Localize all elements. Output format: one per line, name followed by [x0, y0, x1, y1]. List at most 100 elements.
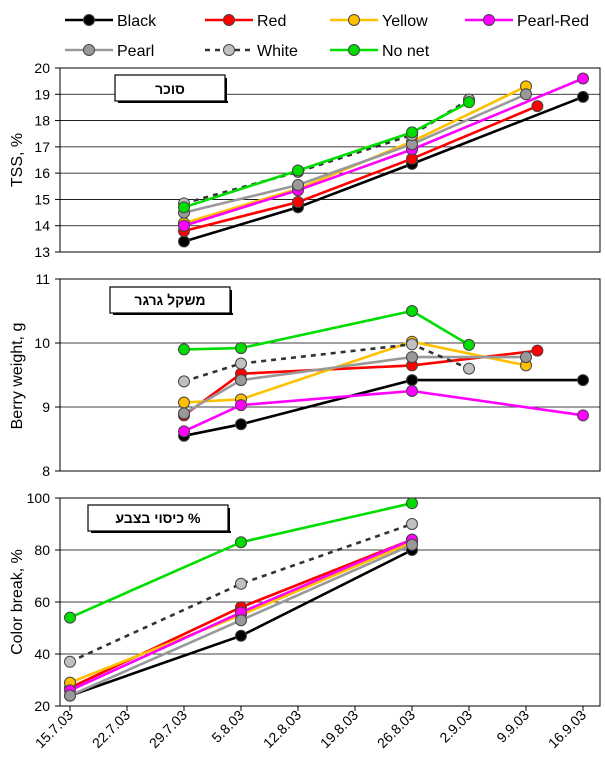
y-ticks-color-break: 20 40 60 80 100 [27, 490, 60, 714]
legend-marker [223, 14, 235, 26]
series-line [183, 101, 470, 209]
data-point [463, 338, 475, 351]
data-point [292, 164, 304, 177]
legend-label: White [257, 43, 298, 60]
data-point [64, 689, 76, 702]
x-tick-label: 19.8.03 [317, 707, 361, 751]
legend-label: No net [382, 43, 430, 60]
x-tick-label: 16.9.03 [545, 707, 589, 751]
data-point [235, 374, 247, 387]
x-tick-label: 29.7.03 [146, 707, 190, 751]
data-point [235, 629, 247, 642]
data-point [520, 88, 532, 101]
data-point [292, 196, 304, 209]
series-no-net [64, 497, 418, 624]
data-point [577, 409, 589, 422]
y-tick-label: 40 [34, 646, 50, 662]
legend-item-black: Black [65, 13, 157, 30]
data-point [463, 96, 475, 109]
y-tick-label: 9 [42, 399, 50, 415]
y-tick-label: 60 [34, 594, 50, 610]
data-point [406, 374, 418, 387]
series-line [183, 342, 470, 383]
data-point [178, 235, 190, 248]
series-line [183, 340, 527, 404]
panel-berry-weight: 8 9 10 11 Berry weight, g משקל גרגר [9, 271, 601, 479]
panel-color-break: 20 40 60 80 100 Color break, % % כיסוי בצבע [9, 490, 601, 714]
legend-item-white: White [205, 43, 298, 60]
series-group-color-break [64, 497, 418, 702]
x-tick-label: 2.9.03 [436, 707, 475, 746]
series-white [178, 338, 475, 388]
legend-item-no-net: No net [330, 43, 430, 60]
series-group-tss [178, 72, 589, 248]
y-tick-label: 17 [34, 139, 50, 155]
series-group-berry-weight [178, 305, 589, 442]
data-point [406, 497, 418, 510]
legend: Black Red Yellow Pearl-Red Pearl White No net [65, 13, 589, 60]
series-pearl [178, 88, 532, 219]
series-line [183, 309, 470, 351]
data-point [235, 577, 247, 590]
data-point [235, 357, 247, 370]
series-pearl [178, 351, 532, 420]
y-tick-label: 14 [34, 218, 50, 234]
data-point [406, 518, 418, 530]
data-point [531, 344, 544, 357]
legend-marker [348, 44, 360, 56]
data-point [235, 418, 247, 431]
y-tick-label: 8 [42, 463, 50, 479]
data-point [64, 611, 76, 624]
data-point [178, 219, 190, 232]
y-tick-label: 20 [34, 60, 50, 76]
data-point [406, 305, 418, 317]
legend-marker [83, 44, 95, 56]
legend-marker [83, 14, 95, 26]
data-point [406, 126, 418, 139]
data-point [178, 425, 190, 438]
data-point [178, 407, 190, 420]
data-point [577, 72, 589, 85]
data-point [577, 90, 589, 103]
legend-item-yellow: Yellow [330, 13, 428, 30]
x-tick-label: 26.8.03 [374, 707, 418, 751]
hebrew-label-color-break: % כיסוי בצבע [116, 510, 202, 526]
series-red [178, 100, 544, 237]
y-axis-label-color-break: Color break, % [9, 549, 26, 655]
legend-item-pearl-red: Pearl-Red [465, 13, 589, 30]
hebrew-label-berry-weight: משקל גרגר [134, 292, 205, 308]
data-point [406, 351, 418, 364]
x-axis-tick-labels: 15.7.03 22.7.03 29.7.03 5.8.03 12.8.03 19.8.0… [32, 706, 589, 751]
data-point [520, 351, 532, 364]
hebrew-label-box-tss: סוכר [114, 74, 228, 103]
series-pearl-red [178, 385, 589, 438]
gridlines-berry-weight [60, 342, 600, 408]
series-no-net [178, 96, 475, 214]
y-tick-label: 11 [35, 271, 50, 287]
data-point [178, 201, 190, 214]
series-white [64, 518, 418, 668]
legend-item-red: Red [205, 13, 286, 30]
legend-item-pearl: Pearl [65, 43, 154, 60]
y-ticks-tss: 13 14 15 16 17 18 19 20 [34, 60, 60, 260]
data-point [235, 536, 247, 549]
x-tick-label: 22.7.03 [89, 707, 133, 751]
legend-marker [223, 44, 235, 56]
series-line [183, 104, 538, 233]
data-point [178, 375, 190, 388]
y-tick-label: 18 [34, 113, 50, 129]
legend-label: Pearl-Red [517, 13, 589, 30]
legend-label: Black [117, 13, 157, 30]
y-tick-label: 20 [34, 698, 50, 714]
data-point [406, 538, 418, 551]
data-point [292, 178, 304, 191]
x-tick-label: 12.8.03 [260, 707, 304, 751]
hebrew-label-box-berry-weight: משקל גרגר [109, 286, 233, 315]
data-point [463, 362, 475, 375]
series-line [183, 355, 526, 415]
y-ticks-berry-weight: 8 9 10 11 [34, 271, 60, 479]
data-point [235, 614, 247, 627]
legend-label: Red [257, 13, 286, 30]
data-point [406, 385, 418, 397]
